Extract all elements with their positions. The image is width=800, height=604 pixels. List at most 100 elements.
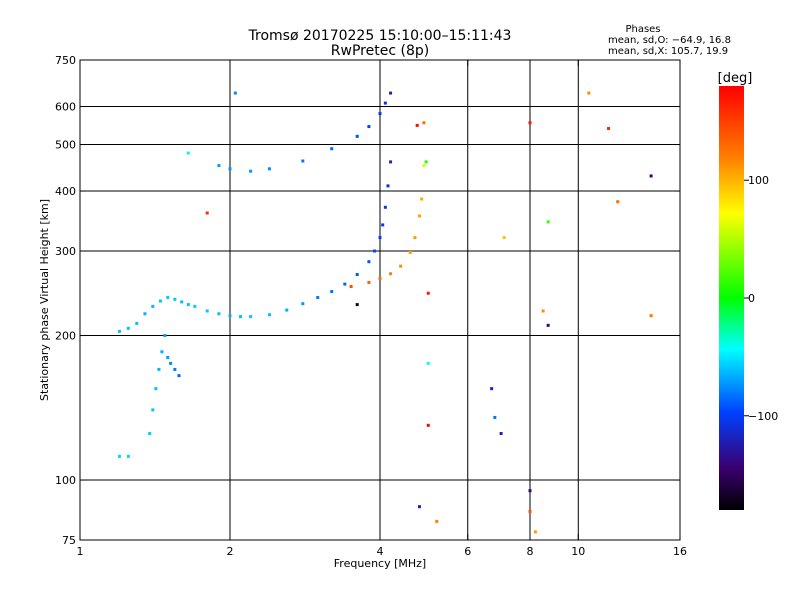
data-point — [493, 415, 497, 419]
data-point — [135, 321, 139, 325]
data-point — [399, 264, 403, 268]
data-point — [228, 167, 232, 171]
data-point — [205, 211, 209, 215]
data-point — [381, 223, 385, 227]
data-point — [502, 236, 506, 240]
data-point — [528, 121, 532, 125]
data-point — [126, 326, 130, 330]
data-point — [355, 134, 359, 138]
data-point — [383, 101, 387, 105]
data-point — [193, 304, 197, 308]
data-point — [546, 220, 550, 224]
data-point — [528, 489, 532, 493]
data-point — [151, 304, 155, 308]
data-point — [413, 236, 417, 240]
data-point — [607, 126, 611, 130]
data-point — [408, 250, 412, 254]
y-tick-label: 500 — [55, 139, 76, 152]
data-point — [301, 159, 305, 163]
data-point — [228, 314, 232, 318]
data-point — [217, 164, 221, 168]
data-point — [239, 315, 243, 319]
axis-ticks: 1 2 4 6 8 10 16 75 100 200 300 400 500 600 750 — [55, 54, 687, 558]
colorbar-ticks: 100 0 −100 — [744, 174, 778, 423]
data-point — [649, 314, 653, 318]
colorbar-tick-label: 100 — [748, 174, 769, 187]
y-tick-label: 75 — [62, 534, 76, 547]
data-point — [343, 282, 347, 286]
data-point — [422, 164, 426, 168]
data-point — [541, 309, 545, 313]
data-point — [367, 280, 371, 284]
phase-stats-x: mean, sd,X: 105.7, 19.9 — [608, 46, 728, 57]
chart-title: Tromsø 20170225 15:10:00–15:11:43 — [248, 28, 512, 44]
data-point — [435, 519, 439, 523]
data-point — [316, 296, 320, 300]
x-tick-label: 2 — [227, 545, 234, 558]
data-point — [267, 313, 271, 317]
data-point — [546, 323, 550, 327]
data-point — [533, 530, 537, 534]
data-point — [378, 276, 382, 280]
data-point — [417, 214, 421, 218]
data-point — [355, 303, 359, 307]
data-point — [490, 387, 494, 391]
data-point — [186, 303, 190, 307]
data-point — [383, 205, 387, 209]
data-point — [117, 329, 121, 333]
data-point — [173, 367, 177, 371]
chart-subtitle: RwPretec (8p) — [331, 43, 429, 59]
data-point — [177, 374, 181, 378]
data-point — [186, 151, 190, 155]
colorbar-tick-label: −100 — [748, 410, 778, 423]
data-point — [166, 355, 170, 359]
grid-lines — [80, 60, 680, 540]
data-point — [301, 302, 305, 306]
data-point — [173, 297, 177, 301]
data-point — [373, 249, 377, 253]
data-point — [587, 91, 591, 95]
data-point — [148, 432, 152, 436]
data-point — [415, 123, 419, 127]
data-point — [389, 91, 393, 95]
data-point — [355, 273, 359, 277]
x-tick-label: 1 — [77, 545, 84, 558]
data-point — [166, 296, 170, 300]
data-point — [163, 334, 167, 338]
data-point — [117, 454, 121, 458]
data-point — [426, 291, 430, 295]
data-point — [378, 112, 382, 116]
data-point — [424, 160, 428, 164]
data-point — [180, 300, 184, 304]
data-points — [117, 91, 653, 534]
y-tick-label: 200 — [55, 330, 76, 343]
data-point — [205, 309, 209, 313]
y-tick-label: 100 — [55, 474, 76, 487]
data-point — [417, 505, 421, 509]
data-point — [426, 423, 430, 427]
data-point — [420, 197, 424, 201]
x-tick-label: 10 — [571, 545, 585, 558]
data-point — [528, 509, 532, 513]
y-axis-label: Stationary phase Virtual Height [km] — [38, 199, 51, 401]
data-point — [367, 260, 371, 264]
x-tick-label: 6 — [464, 545, 471, 558]
data-point — [367, 125, 371, 129]
phases-header: Phases — [625, 24, 660, 35]
colorbar-label: [deg] — [718, 71, 753, 86]
data-point — [160, 350, 164, 354]
data-point — [249, 169, 253, 173]
data-point — [426, 361, 430, 365]
data-point — [267, 167, 271, 171]
data-point — [389, 160, 393, 164]
data-point — [233, 91, 237, 95]
x-tick-label: 16 — [673, 545, 687, 558]
data-point — [157, 367, 161, 371]
data-point — [378, 236, 382, 240]
data-point — [422, 121, 426, 125]
data-point — [499, 432, 503, 436]
data-point — [349, 285, 353, 289]
y-tick-label: 600 — [55, 101, 76, 114]
